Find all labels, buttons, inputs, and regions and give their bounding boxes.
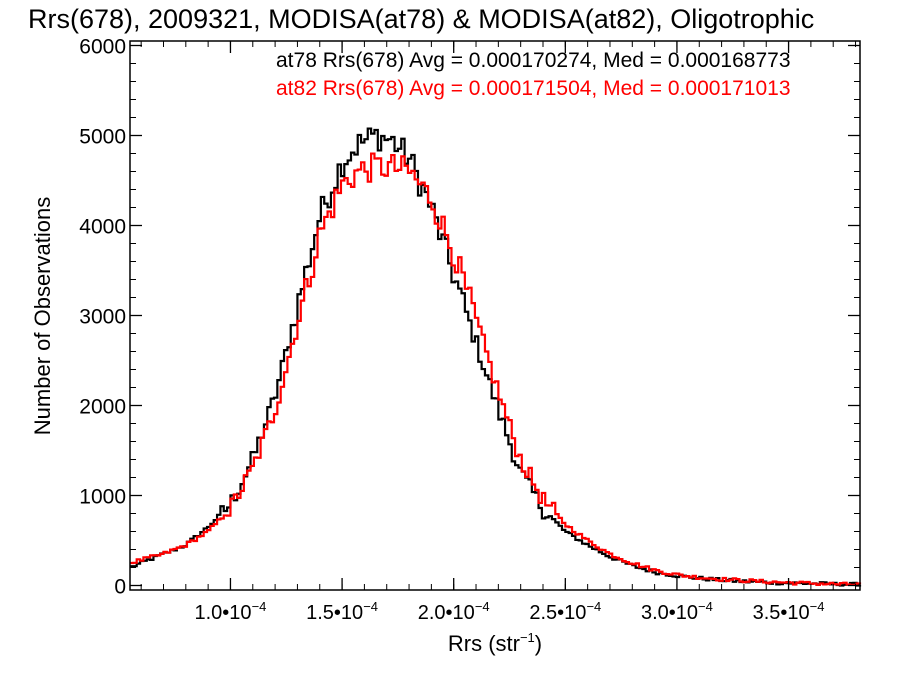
axis-ticks: 0 1000 2000 3000 4000 5000 6000 1.0•10−4 1.5•10−…: [79, 36, 860, 624]
x-tick-label: 3.5•10−4: [753, 599, 825, 624]
legend-annotation-at82: at82 Rrs(678) Avg = 0.000171504, Med = 0…: [276, 77, 791, 100]
histogram-series-1: [130, 152, 862, 587]
x-tick-label: 1.0•10−4: [195, 599, 267, 624]
legend-annotation-at78: at78 Rrs(678) Avg = 0.000170274, Med = 0…: [276, 49, 791, 72]
y-tick-label: 5000: [79, 126, 126, 149]
y-tick-label: 6000: [79, 36, 126, 59]
y-tick-label: 1000: [79, 486, 126, 509]
histogram-bars: [130, 127, 862, 587]
x-tick-label: 2.0•10−4: [418, 599, 490, 624]
y-tick-label: 4000: [79, 216, 126, 239]
y-axis-label: Number of Observations: [30, 197, 55, 435]
x-tick-label: 3.0•10−4: [641, 599, 713, 624]
y-tick-label: 2000: [79, 396, 126, 419]
y-tick-label: 3000: [79, 306, 126, 329]
x-tick-label: 2.5•10−4: [529, 599, 601, 624]
chart-title: Rrs(678), 2009321, MODISA(at78) & MODISA…: [28, 4, 814, 34]
x-tick-label: 1.5•10−4: [306, 599, 378, 624]
x-axis-label: Rrs (str−1): [448, 630, 542, 656]
y-tick-label: 0: [114, 576, 126, 599]
